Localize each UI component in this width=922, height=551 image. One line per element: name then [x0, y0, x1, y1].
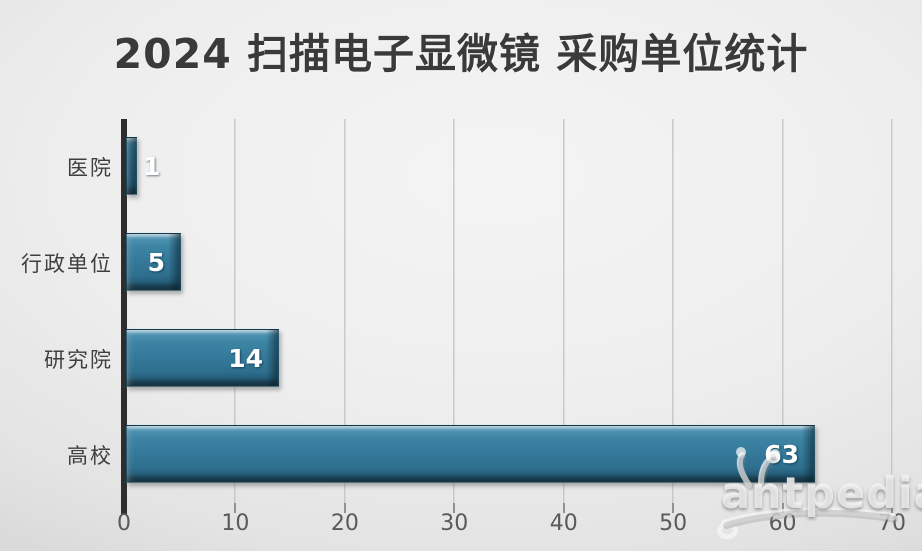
category-label: 高校	[67, 444, 113, 468]
y-axis-line	[121, 119, 127, 514]
x-tick-label: 50	[659, 511, 688, 536]
gridline-x-10	[234, 119, 237, 503]
x-tick-label: 0	[117, 511, 131, 536]
bar-row: 研究院 14	[0, 311, 922, 407]
x-tick-label: 30	[440, 511, 469, 536]
bar	[126, 233, 181, 291]
gridline-x-30	[453, 119, 456, 503]
category-label: 行政单位	[21, 252, 113, 276]
gridline-x-40	[562, 119, 565, 503]
value-label: 1	[143, 151, 161, 181]
bar-row: 行政单位 5	[0, 215, 922, 311]
bar-row: 高校 63	[0, 407, 922, 503]
value-label: 63	[764, 439, 799, 469]
gridline-x-70	[891, 119, 893, 503]
chart-title: 2024 扫描电子显微镜 采购单位统计	[113, 30, 809, 78]
x-tick-mark	[562, 503, 565, 513]
bar	[124, 137, 137, 195]
x-tick-label: 70	[878, 511, 906, 536]
bar-row: 医院 1	[0, 119, 922, 215]
value-label: 5	[147, 247, 165, 277]
x-tick-mark	[453, 503, 456, 513]
x-tick-label: 10	[221, 511, 250, 536]
x-tick-mark	[672, 503, 675, 513]
gridline-x-50	[672, 119, 675, 503]
gridline-x-20	[343, 119, 346, 503]
bar	[126, 425, 815, 483]
plot-area	[126, 119, 893, 503]
bar	[126, 329, 279, 387]
gridline-x-60	[781, 119, 784, 503]
category-label: 医院	[67, 156, 113, 180]
x-tick-label: 40	[549, 511, 578, 536]
x-tick-mark	[234, 503, 237, 513]
x-tick-label: 20	[330, 511, 359, 536]
x-tick-mark	[343, 503, 346, 513]
value-label: 14	[228, 343, 263, 373]
x-tick-label: 60	[768, 511, 797, 536]
category-label: 研究院	[44, 348, 113, 372]
